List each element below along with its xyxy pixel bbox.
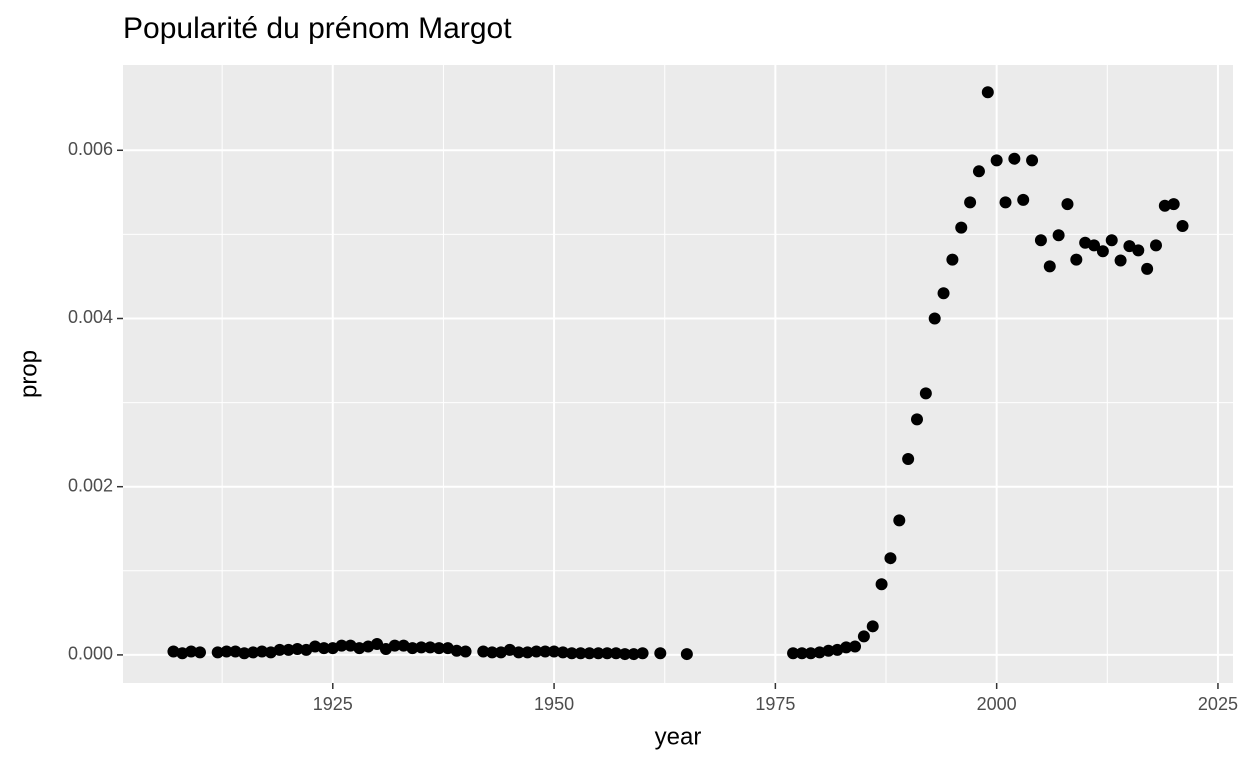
point: [627, 648, 640, 661]
point: [1026, 154, 1039, 167]
point: [1088, 239, 1101, 252]
point: [548, 645, 561, 658]
point: [1052, 229, 1065, 242]
point: [910, 413, 923, 426]
point: [999, 196, 1012, 209]
x-tick-label: 1925: [313, 694, 353, 714]
point: [928, 312, 941, 325]
point: [574, 647, 587, 660]
x-tick-label: 2000: [977, 694, 1017, 714]
point: [1061, 198, 1074, 211]
point: [512, 646, 525, 659]
point: [459, 645, 472, 658]
point: [866, 620, 879, 633]
point: [1141, 262, 1154, 275]
point: [238, 647, 251, 660]
point: [1132, 244, 1145, 257]
point: [955, 221, 968, 234]
point: [450, 644, 463, 657]
point: [486, 646, 499, 659]
y-tick-label: 0.006: [68, 139, 113, 159]
point: [291, 643, 304, 656]
point: [990, 154, 1003, 167]
point: [255, 645, 268, 658]
point: [592, 647, 605, 660]
point: [220, 645, 233, 658]
point: [556, 646, 569, 659]
y-axis-title: prop: [15, 350, 42, 398]
point: [1096, 245, 1109, 258]
point: [1176, 219, 1189, 232]
point: [583, 647, 596, 660]
point: [902, 452, 915, 465]
point: [1043, 260, 1056, 273]
point: [424, 641, 437, 654]
point: [964, 196, 977, 209]
point: [618, 648, 631, 661]
point: [1167, 198, 1180, 211]
point: [610, 647, 623, 660]
point: [317, 642, 330, 655]
point: [849, 640, 862, 653]
point: [335, 639, 348, 652]
point: [795, 647, 808, 660]
point: [388, 639, 401, 652]
point: [1008, 152, 1021, 165]
point: [946, 253, 959, 266]
y-tick-label: 0.002: [68, 475, 113, 495]
point: [1017, 193, 1030, 206]
x-tick-label: 2025: [1198, 694, 1238, 714]
point: [194, 646, 207, 659]
point: [601, 647, 614, 660]
point: [919, 387, 932, 400]
point: [1114, 254, 1127, 267]
point: [521, 646, 534, 659]
point: [530, 645, 543, 658]
point: [787, 647, 800, 660]
point: [433, 642, 446, 655]
point: [822, 644, 835, 657]
point: [1149, 239, 1162, 252]
point: [857, 630, 870, 643]
point: [247, 646, 260, 659]
point: [875, 578, 888, 591]
point: [211, 646, 224, 659]
point: [415, 641, 428, 654]
point: [972, 165, 985, 178]
point: [1070, 253, 1083, 266]
point: [282, 643, 295, 656]
point: [981, 86, 994, 99]
chart-title: Popularité du prénom Margot: [123, 12, 512, 45]
y-tick-label: 0.000: [68, 644, 113, 664]
point: [893, 514, 906, 527]
point: [371, 637, 384, 650]
point: [884, 552, 897, 565]
point: [680, 648, 693, 661]
panel: [123, 65, 1233, 683]
point: [273, 643, 286, 656]
point: [565, 647, 578, 660]
x-tick-label: 1950: [534, 694, 574, 714]
y-tick-label: 0.004: [68, 307, 113, 327]
point: [477, 645, 490, 658]
x-tick-label: 1975: [755, 694, 795, 714]
x-axis-title: year: [655, 723, 702, 750]
point: [804, 647, 817, 660]
point: [1105, 234, 1118, 247]
point: [636, 647, 649, 660]
point: [539, 645, 552, 658]
point: [654, 647, 667, 660]
point: [1034, 234, 1047, 247]
point: [185, 645, 198, 658]
point: [406, 642, 419, 655]
point: [840, 641, 853, 654]
point: [937, 287, 950, 300]
